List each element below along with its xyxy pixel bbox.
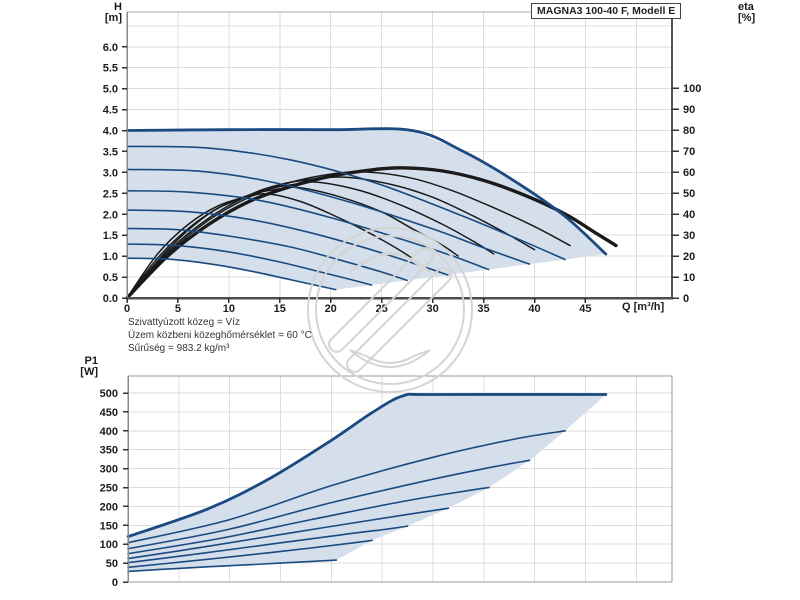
tick-label: 45: [579, 303, 591, 315]
tick-label: 150: [100, 520, 118, 532]
chart-curve: [127, 459, 531, 550]
p1-axis-label: P1 [W]: [58, 356, 98, 378]
chart-curve: [127, 525, 409, 564]
chart-curve: [128, 394, 606, 572]
q-axis-label: Q [m³/h]: [622, 302, 712, 313]
tick-label: 100: [100, 539, 118, 551]
tick-label: 4.5: [103, 105, 118, 117]
tick-label: 2.0: [103, 209, 118, 221]
tick-label: 0: [112, 577, 118, 589]
tick-label: 35: [477, 303, 489, 315]
tick-label: 0: [124, 303, 130, 315]
chart-curve: [126, 145, 566, 261]
tick-label: 30: [426, 303, 438, 315]
h-axis-label: H [m]: [84, 2, 122, 24]
chart-curve: [127, 430, 566, 544]
density-line: Sűrűség = 983.2 kg/m³: [128, 343, 230, 354]
tick-label: 0: [683, 293, 689, 305]
p1-q-chart: 0 50 100 150 200 250 300 350 400 450 500: [100, 375, 673, 589]
chart-curve: [126, 168, 531, 265]
tick-label: 100: [683, 83, 701, 95]
medium-temperature-line: Üzem közbeni közeghőmérséklet = 60 °C: [128, 330, 312, 341]
tick-label: 50: [683, 188, 695, 200]
p1-axis-symbol: P1: [84, 355, 98, 367]
eta-axis-label: eta [%]: [738, 2, 778, 24]
tick-label: 30: [683, 230, 695, 242]
tick-label: 3.0: [103, 167, 118, 179]
operating-conditions: Szivattyúzott közeg = Víz Üzem közbeni k…: [128, 316, 312, 355]
tick-label: 90: [683, 104, 695, 116]
tick-label: 0.5: [103, 272, 118, 284]
tick-label: 20: [325, 303, 337, 315]
tick-label: 1.5: [103, 230, 118, 242]
chart-curve: [127, 539, 373, 569]
tick-label: 25: [376, 303, 388, 315]
tick-label: 4.0: [103, 126, 118, 138]
chart-curve: [125, 127, 608, 256]
pump-model-title-box: MAGNA3 100-40 F, Modell E: [531, 3, 682, 19]
tick-label: 5: [175, 303, 181, 315]
chart-curve: [126, 392, 608, 538]
tick-label: 400: [100, 426, 118, 438]
tick-label: 300: [100, 464, 118, 476]
tick-label: 10: [223, 303, 235, 315]
tick-label: 200: [100, 501, 118, 513]
tick-label: 0.0: [103, 293, 118, 305]
tick-label: 450: [100, 407, 118, 419]
chart-curve: [126, 176, 536, 299]
tick-label: 5.5: [103, 63, 118, 75]
chart-curve: [127, 129, 606, 290]
tick-label: 3.5: [103, 146, 118, 158]
h-axis-unit: [m]: [104, 12, 122, 24]
chart-curve: [127, 559, 338, 573]
chart-curve: [127, 486, 490, 555]
eta-axis-unit: [%]: [738, 12, 756, 24]
q-axis-unit: Q [m³/h]: [622, 301, 665, 313]
chart-curve: [127, 507, 450, 560]
tick-label: 40: [683, 209, 695, 221]
tick-label: 70: [683, 146, 695, 158]
tick-label: 500: [100, 388, 118, 400]
pump-model-title: MAGNA3 100-40 F, Modell E: [537, 5, 676, 17]
tick-label: 5.0: [103, 84, 118, 96]
tick-label: 350: [100, 445, 118, 457]
tick-label: 1.0: [103, 251, 118, 263]
chart-curve: [126, 257, 337, 291]
tick-label: 60: [683, 167, 695, 179]
tick-label: 10: [683, 272, 695, 284]
tick-label: 20: [683, 251, 695, 263]
tick-label: 6.0: [103, 42, 118, 54]
p1-axis-unit: [W]: [80, 366, 98, 378]
pumped-medium-line: Szivattyúzott közeg = Víz: [128, 317, 240, 328]
tick-label: 50: [106, 558, 118, 570]
tick-label: 80: [683, 125, 695, 137]
h-q-chart: 0 5 10 15 20 25 30 35 40 45 0.0 0.5 1.0 1.5 2.0 2.5 3.0 3…: [103, 11, 701, 315]
tick-label: 2.5: [103, 188, 118, 200]
tick-label: 40: [528, 303, 540, 315]
chart-curve: [126, 171, 571, 299]
tick-label: 15: [274, 303, 286, 315]
h-axis-symbol: H: [114, 1, 122, 13]
tick-label: 250: [100, 483, 118, 495]
eta-axis-symbol: eta: [738, 1, 754, 13]
